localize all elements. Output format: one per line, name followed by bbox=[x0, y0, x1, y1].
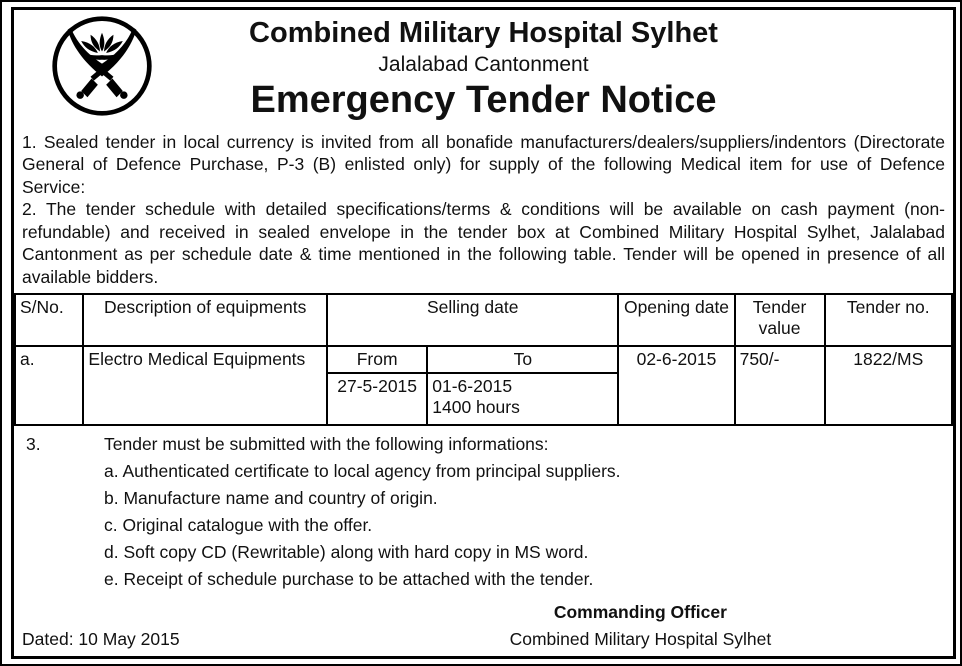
section-3-number: 3. bbox=[26, 434, 41, 455]
army-crest-logo-icon bbox=[52, 16, 152, 116]
table-row: 27-5-2015 01-6-2015 1400 hours bbox=[15, 372, 952, 427]
intro-paragraphs: 1. Sealed tender in local currency is in… bbox=[14, 127, 953, 288]
tender-schedule-table: S/No. Description of equipments Selling … bbox=[14, 293, 953, 427]
signature-hospital: Combined Military Hospital Sylhet bbox=[509, 628, 772, 649]
cell-to-date: 01-6-2015 1400 hours bbox=[426, 372, 620, 427]
header-description: Description of equipments bbox=[82, 293, 329, 348]
header-sno: S/No. bbox=[14, 293, 85, 348]
list-item: c. Original catalogue with the offer. bbox=[104, 515, 373, 536]
cell-from-label: From bbox=[326, 345, 429, 375]
hospital-title: Combined Military Hospital Sylhet bbox=[249, 17, 718, 49]
signature-block: Commanding Officer Combined Military Hos… bbox=[428, 599, 853, 657]
cell-from-date: 27-5-2015 bbox=[326, 372, 429, 427]
lotus-flower-icon bbox=[78, 32, 126, 60]
commanding-officer-title: Commanding Officer bbox=[553, 602, 727, 623]
notice-title: Emergency Tender Notice bbox=[250, 79, 717, 122]
dated-line: Dated: 10 May 2015 bbox=[22, 629, 180, 650]
cell-description: Electro Medical Equipments bbox=[82, 345, 329, 427]
list-item: e. Receipt of schedule purchase to be at… bbox=[104, 569, 594, 590]
cell-to-label: To bbox=[426, 345, 620, 375]
header-tender-no: Tender no. bbox=[823, 293, 953, 348]
list-item: a. Authenticated certificate to local ag… bbox=[104, 461, 621, 482]
cell-tender-no: 1822/MS bbox=[823, 345, 953, 427]
header-opening-date: Opening date bbox=[617, 293, 736, 348]
ispr-reference-line: ISPR/Army/2015/1252 bbox=[22, 653, 428, 657]
signature-cantonment: Jalalabad Cantonment bbox=[428, 653, 853, 657]
table-row: a. Electro Medical Equipments From To 02… bbox=[14, 345, 953, 427]
section-3: 3. Tender must be submitted with the fol… bbox=[14, 426, 953, 593]
sword-icon bbox=[67, 27, 128, 99]
list-item: d. Soft copy CD (Rewritable) along with … bbox=[104, 542, 589, 563]
paragraph-1: 1. Sealed tender in local currency is in… bbox=[22, 132, 945, 197]
cell-tender-value: 750/- bbox=[733, 345, 826, 427]
sword-icon bbox=[76, 27, 137, 99]
paragraph-2: 2. The tender schedule with detailed spe… bbox=[22, 199, 945, 287]
footer-left-block: Dated: 10 May 2015 ISPR/Army/2015/1252 1… bbox=[22, 599, 428, 657]
section-3-intro: Tender must be submitted with the follow… bbox=[104, 434, 549, 455]
to-date-value: 01-6-2015 bbox=[432, 376, 513, 397]
list-item: b. Manufacture name and country of origi… bbox=[104, 488, 438, 509]
section-3-body: Tender must be submitted with the follow… bbox=[104, 431, 945, 593]
to-time-value: 1400 hours bbox=[432, 397, 520, 418]
header-selling-date: Selling date bbox=[326, 293, 620, 348]
table-header-row: S/No. Description of equipments Selling … bbox=[14, 293, 953, 348]
document-header: Combined Military Hospital Sylhet Jalala… bbox=[14, 10, 953, 127]
header-tender-value: Tender value bbox=[733, 293, 826, 348]
cell-opening-date: 02-6-2015 bbox=[617, 345, 736, 427]
ispr-number: 2015/1252 bbox=[113, 655, 197, 656]
document-border-frame: Combined Military Hospital Sylhet Jalala… bbox=[11, 7, 956, 659]
document-footer: Dated: 10 May 2015 ISPR/Army/2015/1252 1… bbox=[14, 599, 953, 657]
ispr-prefix: ISPR/Army/ bbox=[22, 656, 113, 657]
title-block: Combined Military Hospital Sylhet Jalala… bbox=[14, 10, 953, 122]
cell-sno: a. bbox=[14, 345, 85, 427]
cantonment-subtitle: Jalalabad Cantonment bbox=[378, 52, 589, 76]
